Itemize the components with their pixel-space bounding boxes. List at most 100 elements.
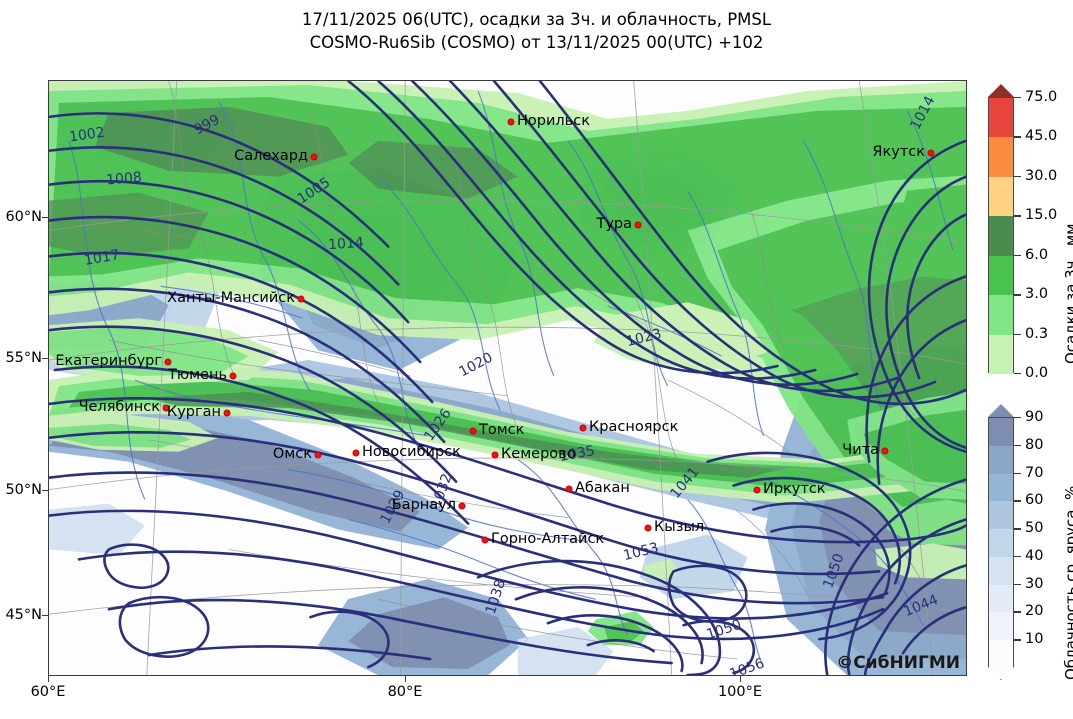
pmsl-isobars (49, 81, 966, 675)
colorbar-segment (989, 418, 1013, 446)
city-dot-icon (507, 118, 515, 126)
colorbar-tick-label: 0.3 (1025, 325, 1049, 342)
colorbar-segment (989, 176, 1013, 217)
isobar-label: 1014 (327, 234, 365, 254)
colorbar-tick-label: 60 (1025, 492, 1044, 509)
colorbar-tick-label: 3.0 (1025, 286, 1049, 303)
city-label: Барнаул (391, 497, 456, 513)
city-dot-icon (310, 153, 318, 161)
colorbar-precipitation: 75.0 45.0 30.0 15.0 6.0 3.0 0.3 0.0 Осадки за 3… (988, 84, 1073, 386)
city-label: Кемерово (501, 446, 576, 462)
city-label: Норильск (517, 113, 590, 129)
colorbar-segment (989, 334, 1013, 374)
colorbar-segment (989, 445, 1013, 474)
city-label: Салехард (234, 148, 308, 164)
colorbar-tick-label: 20 (1025, 603, 1044, 620)
city-dot-icon (491, 451, 499, 459)
colorbar-segment (989, 98, 1013, 138)
colorbar-tick-mark (1014, 136, 1021, 138)
city-label: Тура (596, 216, 632, 232)
y-axis-tick-label: 60°N (5, 209, 42, 225)
colorbar-segment (989, 295, 1013, 335)
title-line-2: COSMO-Ru6Sib (COSMO) от 13/11/2025 00(UT… (309, 33, 764, 52)
city-label: Ханты-Мансийск (167, 290, 295, 306)
city-dot-icon (881, 447, 889, 455)
colorbar-tick-label: 45.0 (1025, 128, 1058, 145)
city-dot-icon (229, 372, 237, 380)
colorbar-tick-mark (1014, 175, 1021, 178)
colorbar-segment (989, 255, 1013, 296)
colorbar-precip-over-arrow (988, 84, 1014, 97)
colorbar-segment (989, 137, 1013, 177)
y-axis-tick-label: 45°N (5, 607, 42, 623)
city-dot-icon (481, 536, 489, 544)
colorbar-tick-label: 30 (1025, 575, 1044, 592)
colorbar-tick-mark (1014, 472, 1021, 474)
city-dot-icon (753, 486, 761, 494)
city-label: Омск (272, 446, 312, 462)
city-label: Екатеринбург (55, 353, 162, 369)
colorbar-tick-label: 10 (1025, 631, 1044, 648)
x-axis-tick-mark (740, 676, 742, 682)
city-label: Иркутск (763, 481, 826, 497)
colorbar-tick-mark (1014, 215, 1021, 217)
colorbar-cloud-over-arrow (988, 404, 1014, 417)
precipitation-field (49, 81, 966, 646)
city-dot-icon (634, 221, 642, 229)
colorbar-tick-label: 70 (1025, 464, 1044, 481)
colorbar-tick-mark (1014, 500, 1021, 502)
city-label: Тюмень (168, 367, 227, 383)
copyright-watermark: ©СибНИГМИ (836, 653, 960, 673)
colorbar-tick-label: 75.0 (1025, 89, 1058, 105)
city-label: Челябинск (78, 399, 160, 415)
chart-title-block: 17/11/2025 06(UTC), осадки за 3ч. и обла… (0, 8, 1073, 54)
colorbar-segment (989, 216, 1013, 256)
x-axis-tick-mark (405, 676, 407, 682)
colorbar-precip-strip (988, 97, 1014, 374)
colorbar-tick-mark (1014, 294, 1021, 296)
colorbar-tick-label: 90 (1025, 409, 1044, 425)
x-axis-tick-label: 100°E (717, 684, 763, 700)
colorbar-tick-mark (1014, 611, 1021, 613)
city-label: Якутск (872, 144, 925, 160)
y-axis-tick-label: 55°N (5, 350, 42, 366)
colorbar-tick-mark (1014, 639, 1021, 641)
colorbar-segment (989, 473, 1013, 502)
city-label: Горно-Алтайск (491, 531, 605, 547)
city-dot-icon (352, 449, 360, 457)
city-dot-icon (469, 427, 477, 435)
city-dot-icon (565, 485, 573, 493)
city-label: Курган (166, 404, 221, 420)
y-axis-tick-mark (42, 217, 48, 219)
city-label: Кызыл (654, 519, 705, 535)
colorbar-tick-label: 0.0 (1025, 365, 1049, 381)
colorbar-segment (989, 640, 1013, 668)
weather-map[interactable]: 1002 999 1008 1005 1017 1014 1014 1023 1020 1026 1… (48, 80, 967, 676)
x-axis-tick-mark (48, 676, 50, 682)
colorbar-segment (989, 529, 1013, 557)
colorbar-tick-label: 15.0 (1025, 207, 1058, 224)
colorbar-cloud-under-arrow (988, 667, 1014, 680)
colorbar-tick-mark (1014, 97, 1021, 99)
city-label: Новосибирск (362, 444, 461, 460)
city-label: Чита (842, 442, 879, 458)
city-label: Томск (479, 422, 525, 438)
colorbar-tick-mark (1014, 417, 1021, 419)
y-axis-tick-mark (42, 615, 48, 617)
y-axis-tick-mark (42, 358, 48, 360)
isobar-label: 1008 (105, 169, 143, 189)
city-label: Абакан (575, 480, 630, 496)
colorbar-tick-label: 6.0 (1025, 246, 1049, 263)
colorbar-cloud-title: Облачность ср. яруса, % (1062, 486, 1073, 680)
y-axis-tick-mark (42, 490, 48, 492)
city-dot-icon (579, 424, 587, 432)
city-dot-icon (223, 409, 231, 417)
city-dot-icon (164, 358, 172, 366)
colorbar-tick-mark (1014, 444, 1021, 447)
city-dot-icon (314, 451, 322, 459)
map-raster (49, 81, 966, 675)
x-axis-tick-label: 80°E (387, 684, 423, 700)
city-dot-icon (644, 524, 652, 532)
colorbar-tick-mark (1014, 583, 1021, 586)
colorbar-tick-mark (1014, 555, 1021, 558)
